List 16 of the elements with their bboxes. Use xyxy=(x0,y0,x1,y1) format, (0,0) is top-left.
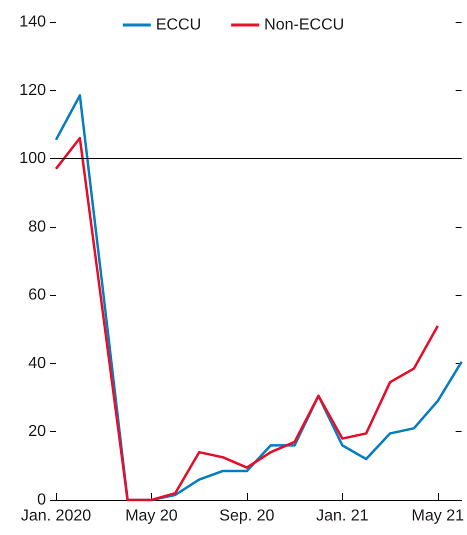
y-tick-label: 20 xyxy=(28,423,46,440)
x-tick-label: May 20 xyxy=(125,508,178,524)
line-series xyxy=(54,136,440,502)
legend-label: Non-ECCU xyxy=(264,16,344,34)
y-tick-label: 0 xyxy=(37,492,46,508)
y-tick-label: 120 xyxy=(19,82,46,99)
x-tick-label: May 21 xyxy=(412,508,464,524)
x-tick-label: Jan. 2020 xyxy=(20,508,92,524)
x-tick-label: Sep. 20 xyxy=(219,508,275,524)
y-tick-label: 100 xyxy=(19,150,46,168)
y-tick-label: 140 xyxy=(19,14,46,30)
y-tick-label: 80 xyxy=(28,218,46,236)
legend-label: ECCU xyxy=(156,16,202,34)
y-tick-label: 40 xyxy=(28,354,46,372)
x-tick-label: Jan. 21 xyxy=(316,508,369,524)
y-tick-label: 60 xyxy=(28,286,46,304)
